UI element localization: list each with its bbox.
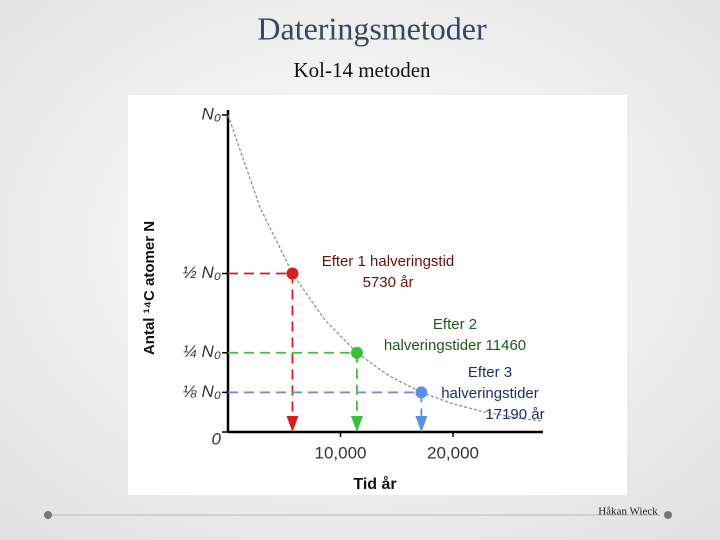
annotation: Efter 2 — [433, 316, 477, 333]
footer-dot — [664, 511, 672, 519]
chart-area — [128, 95, 627, 495]
annotation: Efter 3 — [468, 364, 512, 381]
point — [286, 267, 299, 280]
annotation: 5730 år — [363, 274, 414, 291]
x-tick-label: 20,000 — [427, 443, 479, 462]
y-tick-label: 0 — [212, 429, 222, 448]
slide-title: Dateringsmetoder — [257, 10, 487, 46]
arrow-head — [286, 416, 299, 432]
decay-curve — [227, 114, 544, 422]
x-tick-label: 10,000 — [315, 443, 367, 462]
annotation: halveringstider — [441, 385, 539, 402]
annotation: Efter 1 halveringstid — [322, 253, 455, 270]
y-tick-label: ½ N₀ — [183, 263, 221, 282]
x-axis-label: Tid år — [353, 475, 396, 493]
arrow-head — [350, 416, 363, 432]
y-tick-label: N₀ — [202, 104, 221, 123]
chart: 0 ⅛ N₀ ¼ N₀ ½ N₀ N₀ 10,000 20,000 Tid år Antal ¹… — [141, 104, 545, 493]
y-axis-label: Antal ¹⁴C atomer N — [141, 221, 158, 355]
slide-subtitle: Kol-14 metoden — [293, 58, 431, 82]
footer-dot — [44, 511, 52, 519]
point — [350, 346, 363, 359]
arrow-head — [415, 416, 428, 432]
point — [415, 386, 428, 399]
annotation: 17190 år — [485, 406, 544, 423]
annotation: halveringstider 11460 — [384, 337, 526, 354]
footer-author: Håkan Wieck — [598, 506, 658, 518]
y-tick-label: ¼ N₀ — [183, 342, 221, 361]
y-tick-label: ⅛ N₀ — [183, 382, 221, 401]
